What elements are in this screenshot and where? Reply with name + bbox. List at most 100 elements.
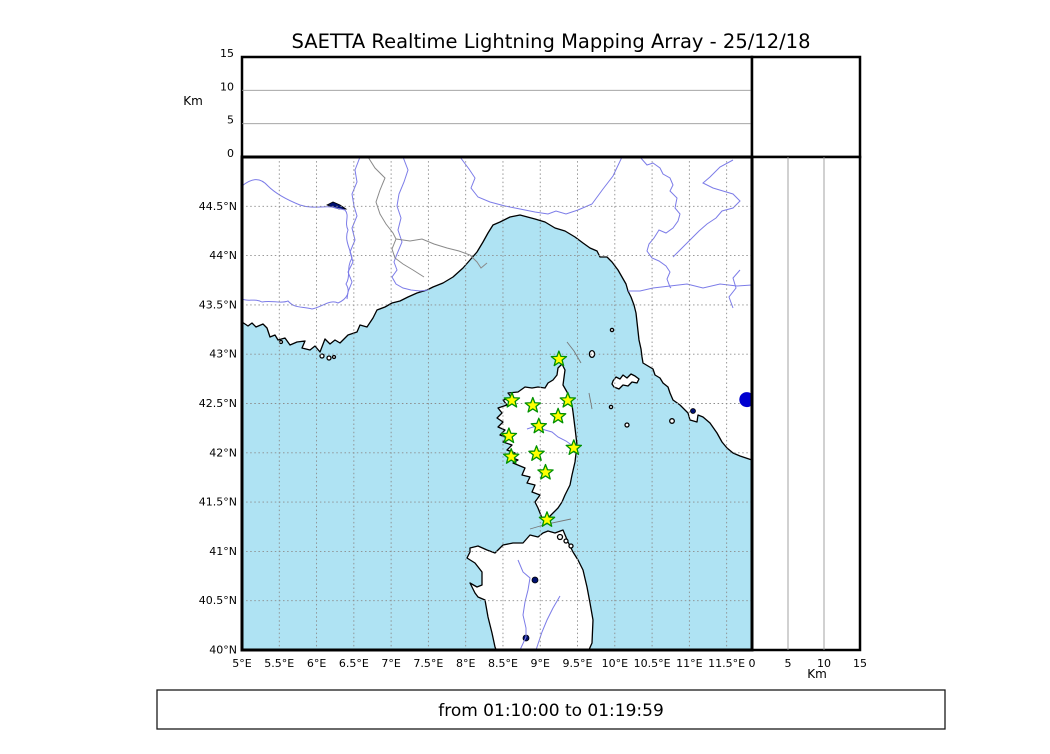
lat-tick-label: 40°N [209,644,237,657]
top-panel-tick-labels: 0 5 10 15 [220,47,234,160]
river-sardinia-2 [535,595,561,650]
top-altitude-panel: 0 5 10 15 Km [183,47,754,160]
maddalena-island-1 [556,533,564,541]
map-frame [240,155,754,652]
station-star-marker [559,391,577,408]
lake-tuscany-coast [690,408,696,414]
right-panel-frame [750,155,862,652]
lat-tick-label: 42°N [209,446,237,459]
station-star-marker [502,448,520,464]
lon-tick-label: 7.5°E [413,657,443,670]
hyeres-island-1 [319,353,325,359]
lon-tick-label: 6°E [307,657,326,670]
lat-tick-label: 43°N [209,348,237,361]
lat-tick-label: 42.5°N [199,397,237,410]
longitude-tick-labels: 5°E 5.5°E 6°E 6.5°E 7°E 7.5°E 8°E 8.5°E 9°E 9.5°E… [232,657,745,670]
station-star-marker [538,511,556,527]
lake-sardinia-north [531,576,539,584]
right-altitude-axis-unit: Km [807,667,827,681]
station-star-marker [549,407,567,424]
river-tanaro [459,157,623,215]
footer-box: from 01:10:00 to 01:19:59 [156,689,946,730]
river-po-tributary-2 [672,159,741,258]
station-star-marker [565,439,583,456]
hyeres-island-3 [331,354,337,360]
river-arno [628,283,752,292]
gorgona-island [609,327,615,333]
river-tiber-upper [728,269,741,309]
sardinia-island [466,529,594,650]
maddalena-island-2 [563,538,569,544]
lon-tick-label: 7°E [381,657,400,670]
lat-tick-label: 41.5°N [199,496,237,509]
river-verdon [346,157,361,300]
top-panel-gridlines [242,89,752,125]
country-borders [367,157,488,278]
lat-tick-label: 44°N [209,249,237,262]
border-branch-ne [395,238,488,269]
top-altitude-tick-label: 5 [227,114,234,127]
lon-tick-label: 9.5°E [563,657,593,670]
lon-tick-label: 11°E [676,657,702,670]
segment-cap-corse [566,341,582,364]
pianosa-island [608,404,614,410]
lon-tick-label: 10°E [602,657,628,670]
page-title: SAETTA Realtime Lightning Mapping Array … [292,30,811,53]
lat-tick-label: 44.5°N [199,200,237,213]
top-altitude-axis-unit: Km [183,94,203,108]
river-sardinia-1 [517,559,531,650]
footer-frame [156,689,946,730]
lat-tick-label: 43.5°N [199,298,237,311]
lon-tick-label: 10.5°E [634,657,671,670]
lon-tick-label: 5.5°E [264,657,294,670]
station-markers [500,350,583,527]
station-star-marker [524,396,542,413]
right-altitude-panel: 0 5 10 15 Km [749,155,868,681]
lon-tick-label: 9°E [531,657,550,670]
boundary-segments [529,341,593,530]
rivers [242,157,752,650]
station-star-marker [528,445,545,461]
lat-tick-label: 41°N [209,545,237,558]
segment-bonifacio-strait [529,518,572,530]
lat-tick-label: 40.5°N [199,594,237,607]
right-altitude-tick-label: 15 [853,657,867,670]
top-altitude-tick-label: 15 [220,47,234,60]
river-var [391,157,429,292]
right-altitude-tick-label: 0 [749,657,756,670]
lon-tick-label: 8°E [456,657,475,670]
border-france-italy [367,157,425,278]
lon-tick-label: 11.5°E [708,657,745,670]
map-graticule [242,157,752,650]
right-altitude-tick-label: 5 [785,657,792,670]
right-panel-tick-labels: 0 5 10 15 [749,657,868,670]
hyeres-island-2 [326,355,332,361]
right-altitude-tick-label: 10 [817,657,831,670]
lon-tick-label: 5°E [232,657,251,670]
marseille-islet [278,339,284,345]
blue-dot-marker [739,392,752,408]
time-range-text: from 01:10:00 to 01:19:59 [438,701,664,721]
giglio-island [669,418,675,424]
river-po-tributary-1 [639,157,681,289]
station-star-marker [537,463,554,480]
lon-tick-label: 8.5°E [488,657,518,670]
montecristo-island [624,422,630,428]
elba-island [611,373,640,390]
map-panel [240,155,754,652]
mainland-france-italy-coast [242,157,752,461]
station-star-marker [503,391,521,408]
right-panel-gridlines [787,157,825,650]
maddalena-island-3 [568,543,574,549]
station-star-marker [530,417,548,434]
station-star-marker [550,350,568,367]
station-star-marker [500,427,518,444]
top-altitude-tick-label: 10 [220,80,234,93]
corner-panel-frame [750,55,862,159]
top-altitude-tick-label: 0 [227,147,234,160]
top-panel-frame [240,55,754,159]
latitude-tick-labels: 40°N 40.5°N 41°N 41.5°N 42°N 42.5°N 43°N 43.5°N… [199,200,237,657]
segment-east-corsica [588,392,593,410]
